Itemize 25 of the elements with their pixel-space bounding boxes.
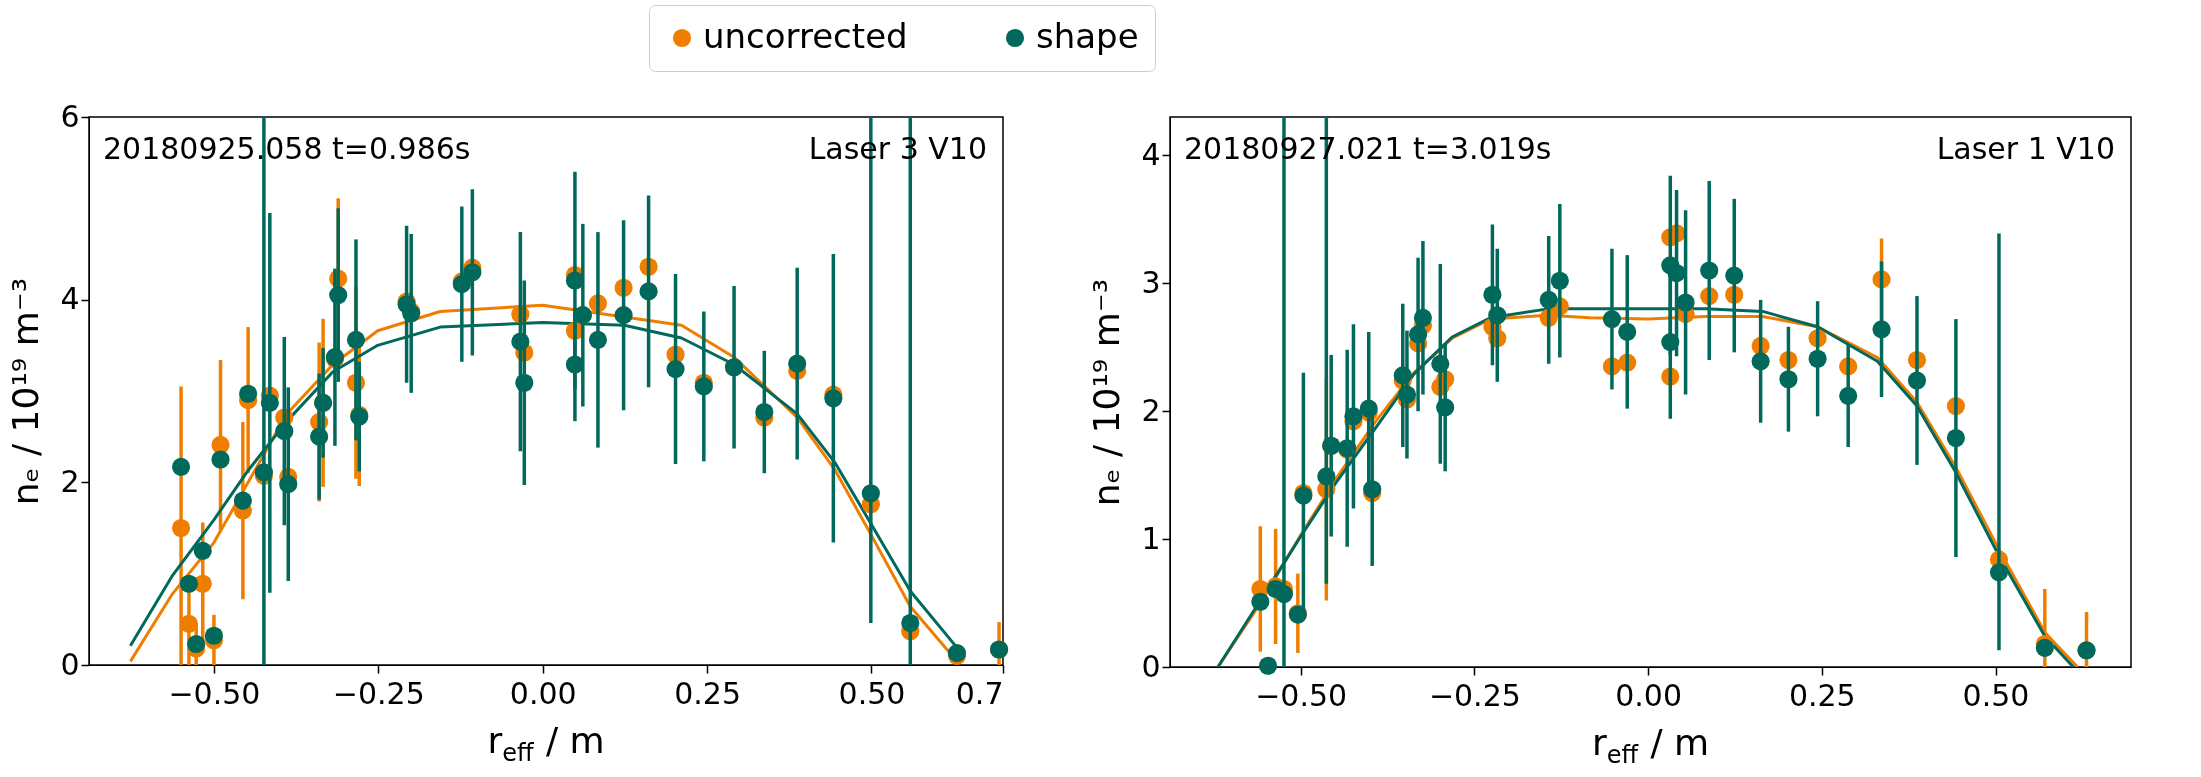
x-tick-label: −0.50 (1255, 677, 1348, 713)
y-tick-label: 1 (1141, 520, 1161, 556)
x-tick-label: 0.25 (1788, 677, 1856, 713)
y-tick-label: 3 (1141, 264, 1161, 300)
legend-label: uncorrected (703, 16, 908, 56)
x-tick-label: 0.00 (1615, 677, 1682, 713)
y-axis-title: nₑ / 10¹⁹ m⁻³ (1086, 278, 1128, 507)
y-tick-label: 2 (1141, 392, 1161, 428)
x-tick-label: 0.7 (955, 675, 1004, 711)
y-axis-title: nₑ / 10¹⁹ m⁻³ (5, 277, 47, 506)
x-tick-label: 0.25 (674, 675, 741, 711)
y-tick-label: 4 (60, 281, 80, 317)
x-tick-label: 0.50 (838, 675, 906, 711)
x-tick-label: 0.50 (1962, 677, 2030, 713)
x-tick-label: −0.50 (168, 675, 261, 711)
x-tick-label: 0.00 (509, 675, 577, 711)
legend-label: shape (1036, 16, 1139, 56)
y-tick-label: 2 (60, 463, 80, 499)
x-tick-label: −0.25 (1428, 677, 1521, 713)
y-tick-label: 0 (1141, 648, 1161, 684)
y-tick-label: 4 (1141, 136, 1161, 172)
y-tick-label: 6 (60, 98, 80, 134)
y-tick-label: 0 (60, 646, 80, 682)
x-tick-label: −0.25 (332, 675, 425, 711)
annotation: Laser 1 V10 (1936, 131, 2115, 166)
